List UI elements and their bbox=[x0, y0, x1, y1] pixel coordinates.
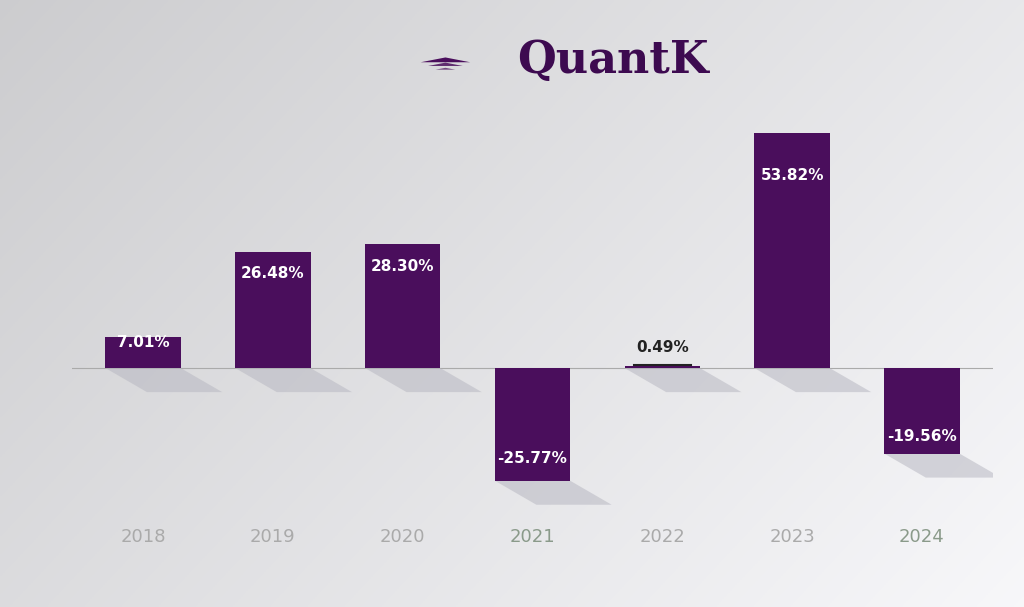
Text: -19.56%: -19.56% bbox=[887, 429, 956, 444]
Text: 0.49%: 0.49% bbox=[636, 340, 689, 355]
Bar bbox=[365, 245, 440, 368]
Bar bbox=[495, 368, 570, 481]
Bar bbox=[625, 366, 700, 368]
Bar bbox=[105, 337, 180, 368]
Polygon shape bbox=[435, 68, 456, 70]
Bar bbox=[755, 133, 829, 368]
Text: 2021: 2021 bbox=[510, 527, 555, 546]
Polygon shape bbox=[105, 368, 222, 392]
Text: 53.82%: 53.82% bbox=[761, 168, 824, 183]
Text: 2022: 2022 bbox=[639, 527, 685, 546]
Polygon shape bbox=[885, 453, 1001, 478]
Text: 26.48%: 26.48% bbox=[241, 266, 305, 280]
Polygon shape bbox=[755, 368, 871, 392]
Polygon shape bbox=[625, 368, 741, 392]
Text: QuantK: QuantK bbox=[517, 39, 709, 81]
Text: 2020: 2020 bbox=[380, 527, 425, 546]
Text: 28.30%: 28.30% bbox=[371, 259, 434, 274]
Polygon shape bbox=[428, 63, 463, 66]
Text: 2024: 2024 bbox=[899, 527, 945, 546]
Text: 2019: 2019 bbox=[250, 527, 296, 546]
Polygon shape bbox=[236, 368, 352, 392]
Bar bbox=[236, 253, 310, 368]
Polygon shape bbox=[421, 58, 470, 63]
Text: -25.77%: -25.77% bbox=[498, 450, 567, 466]
Text: 2023: 2023 bbox=[769, 527, 815, 546]
Polygon shape bbox=[365, 368, 482, 392]
Text: 2018: 2018 bbox=[121, 527, 166, 546]
Polygon shape bbox=[495, 481, 611, 505]
Text: 7.01%: 7.01% bbox=[117, 336, 169, 350]
Bar bbox=[885, 368, 959, 453]
